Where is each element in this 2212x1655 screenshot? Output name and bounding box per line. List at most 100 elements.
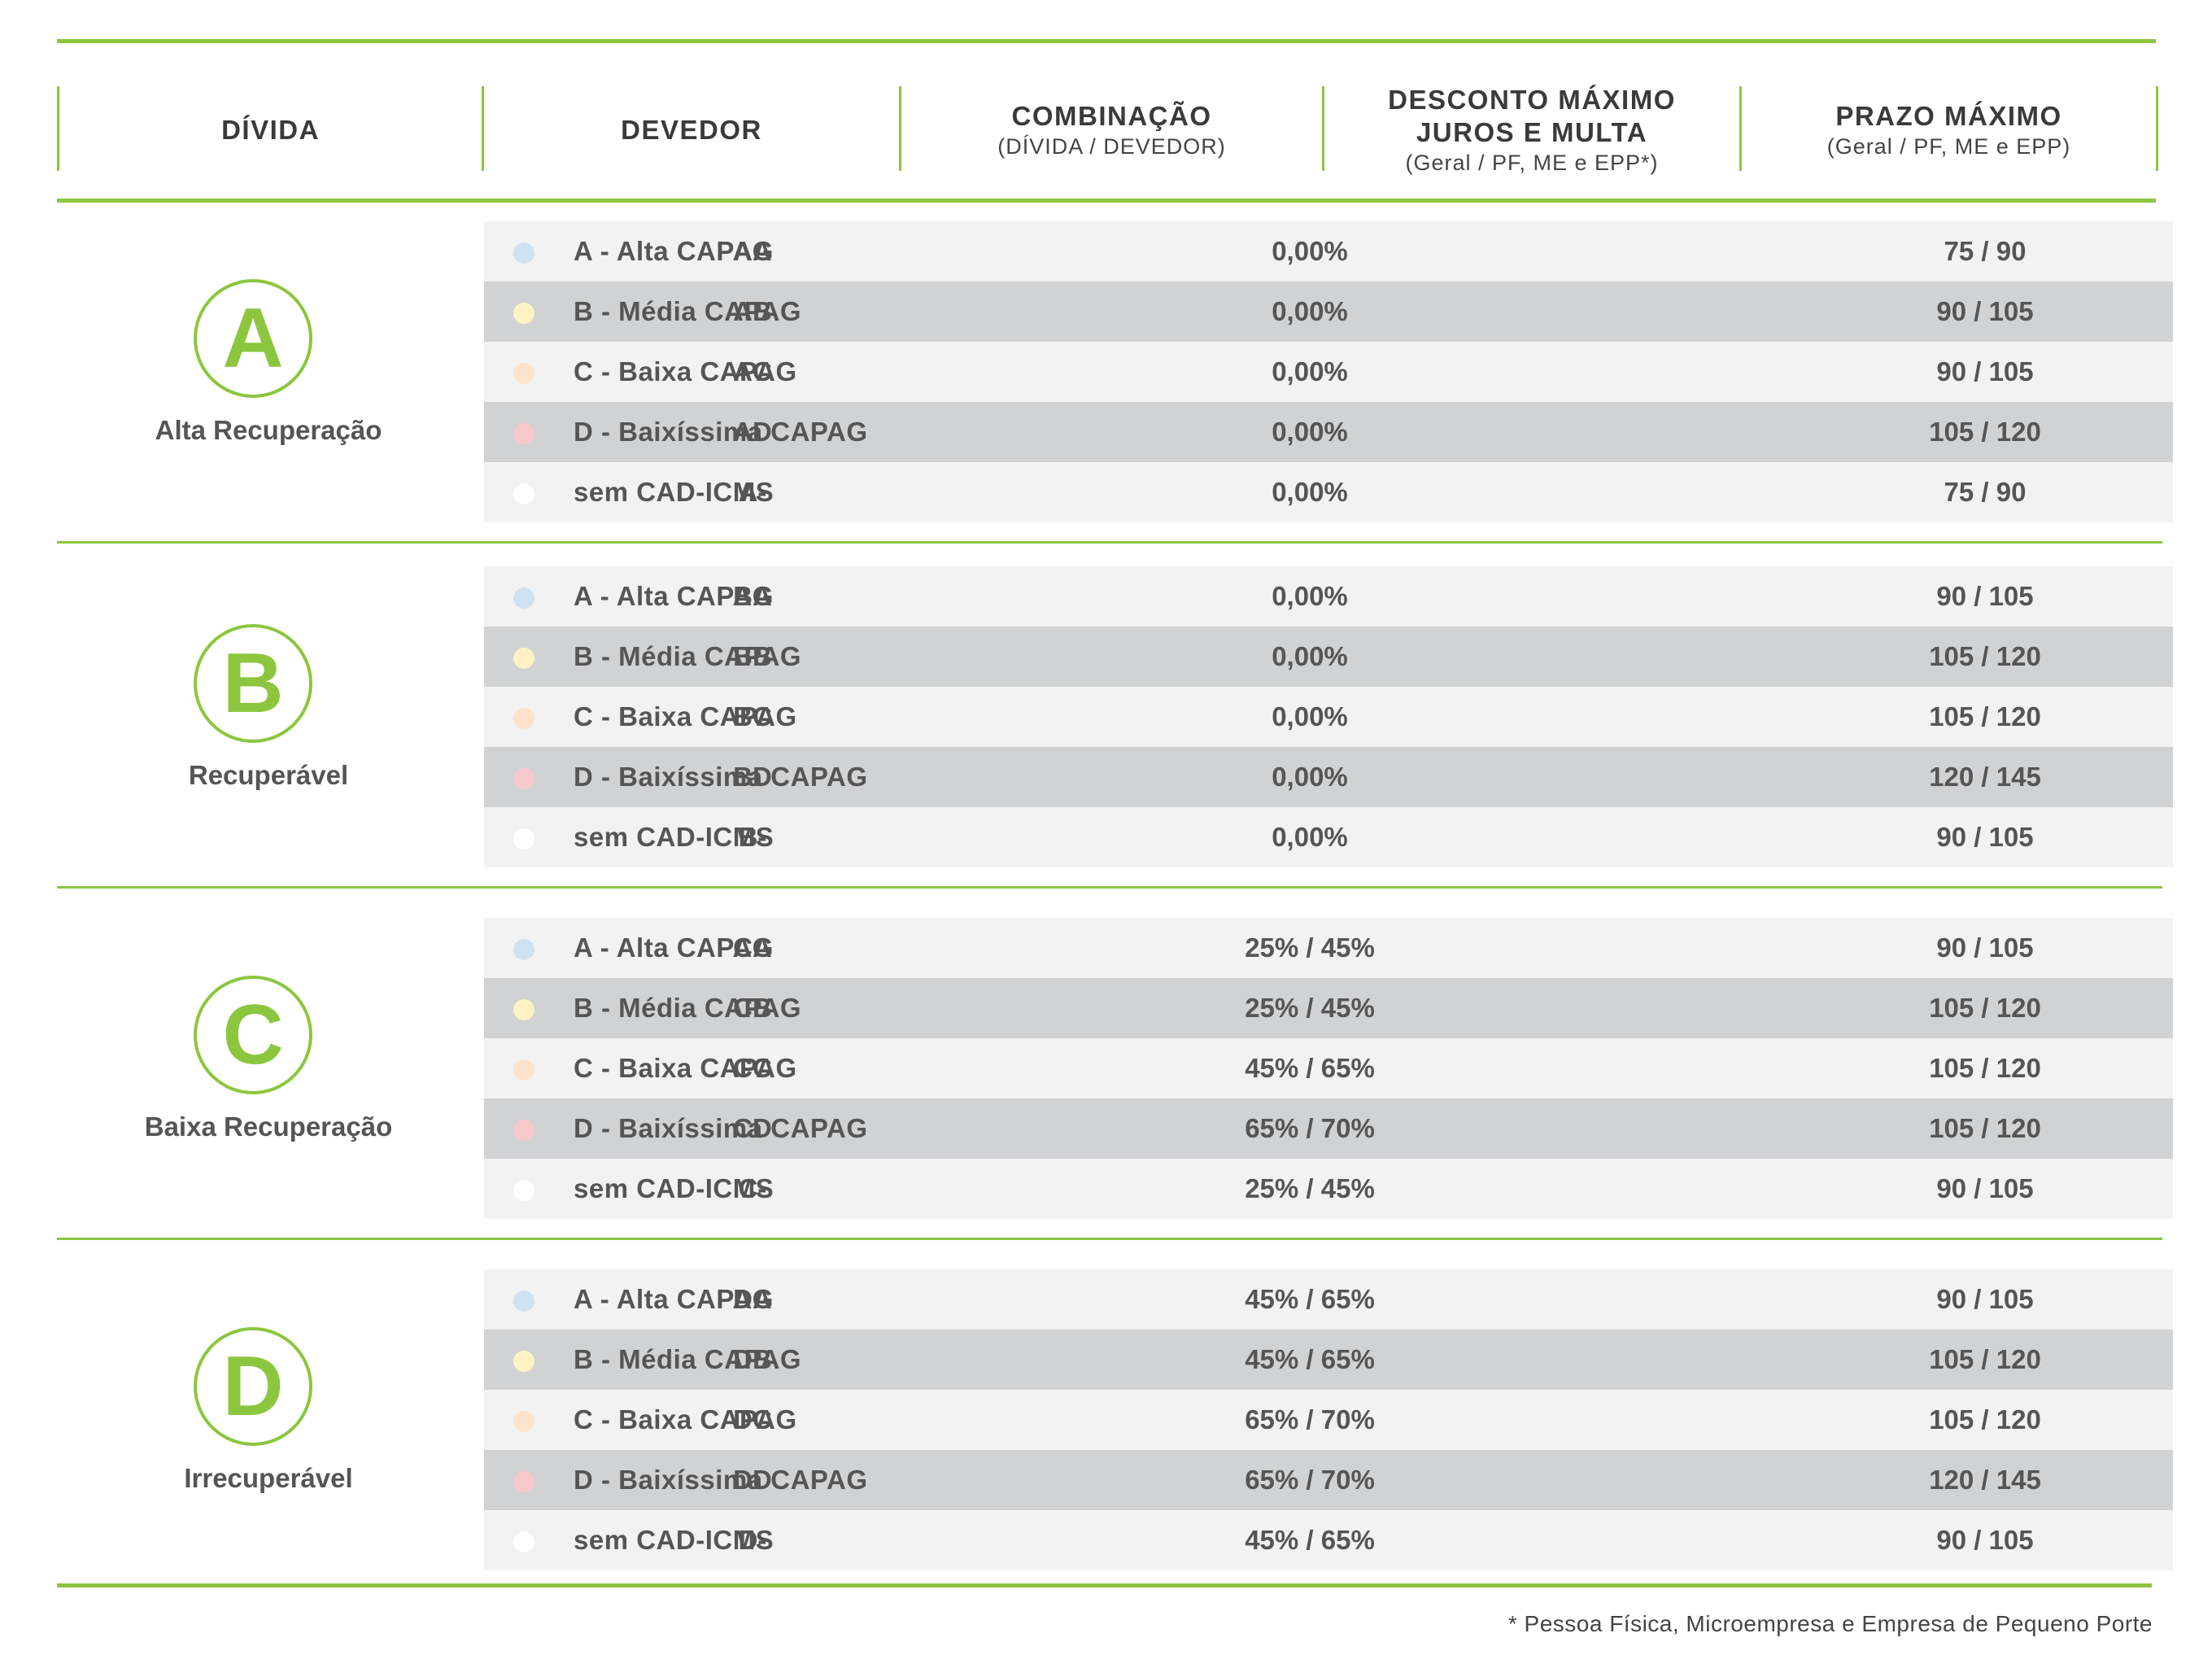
prazo-cell: 105 / 120 [1929, 993, 2041, 1023]
combinacao-cell: CD [733, 1113, 772, 1143]
header-prazo-sub: (Geral / PF, ME e EPP) [1826, 134, 2071, 159]
table-row: A - Alta CAPAG AA 0,00% 75 / 90 [484, 221, 2173, 282]
capag-dot-icon [513, 483, 534, 504]
prazo-cell: 120 / 145 [1929, 1465, 2041, 1495]
desconto-cell: 45% / 65% [1245, 1284, 1375, 1314]
header-divida-label: DÍVIDA [221, 115, 320, 145]
desconto-cell: 0,00% [1272, 641, 1348, 671]
header-prazo-label: PRAZO MÁXIMO [1835, 101, 2062, 131]
prazo-cell: 90 / 105 [1936, 1284, 2034, 1314]
table-row: A - Alta CAPAG CA 25% / 45% 90 / 105 [484, 918, 2173, 978]
table-row: D - Baixíssima CAPAG CD 65% / 70% 105 / 120 [484, 1098, 2173, 1159]
prazo-cell: 90 / 105 [1936, 822, 2034, 852]
combinacao-cell: AB [733, 296, 772, 326]
header-devedor: DEVEDOR [484, 90, 899, 171]
group-label: Recuperável [188, 760, 349, 790]
devedor-cell: C - Baixa CAPAG [574, 1053, 797, 1083]
table-row: sem CAD-ICMS A- 0,00% 75 / 90 [484, 462, 2173, 522]
capag-dot-icon [513, 648, 534, 669]
desconto-cell: 0,00% [1272, 762, 1348, 792]
group-letter-badge: B [194, 624, 312, 743]
prazo-cell: 90 / 105 [1936, 1173, 2034, 1203]
devedor-cell: B - Média CAPAG [574, 993, 802, 1023]
devedor-cell: C - Baixa CAPAG [574, 1404, 797, 1434]
combinacao-cell: AC [733, 356, 772, 386]
capag-dot-icon [513, 363, 534, 384]
desconto-cell: 0,00% [1272, 701, 1348, 731]
capag-dot-icon [513, 1531, 534, 1552]
combinacao-cell: CA [733, 932, 772, 963]
devedor-cell: B - Média CAPAG [574, 641, 802, 671]
devedor-cell: D - Baixíssima CAPAG [574, 417, 868, 447]
devedor-cell: A - Alta CAPAG [574, 932, 774, 963]
header-bottom-border [57, 199, 2156, 203]
group-letter-badge: C [194, 976, 312, 1094]
prazo-cell: 105 / 120 [1929, 417, 2041, 447]
header-combinacao-sub: (DÍVIDA / DEVEDOR) [997, 134, 1226, 159]
combinacao-cell: B- [738, 822, 767, 852]
combinacao-cell: BD [733, 762, 772, 792]
group-label: Baixa Recuperação [144, 1111, 393, 1142]
group-letter-badge: D [194, 1327, 312, 1446]
devedor-cell: D - Baixíssima CAPAG [574, 1465, 868, 1495]
devedor-cell: A - Alta CAPAG [574, 236, 774, 266]
table-row: sem CAD-ICMS C- 25% / 45% 90 / 105 [484, 1159, 2173, 1219]
capag-dot-icon [513, 303, 534, 324]
devedor-cell: C - Baixa CAPAG [574, 356, 797, 386]
capag-dot-icon [513, 423, 534, 444]
capag-dot-icon [513, 1120, 534, 1141]
capag-dot-icon [513, 708, 534, 729]
header-divider [899, 86, 901, 171]
desconto-cell: 0,00% [1272, 417, 1348, 447]
table-row: D - Baixíssima CAPAG DD 65% / 70% 120 / 145 [484, 1450, 2173, 1510]
header-desconto-line1: DESCONTO MÁXIMO [1388, 85, 1676, 115]
top-border [57, 39, 2156, 43]
desconto-cell: 45% / 65% [1245, 1344, 1375, 1374]
prazo-cell: 105 / 120 [1929, 1113, 2041, 1143]
devedor-cell: A - Alta CAPAG [574, 1284, 774, 1314]
group-separator [57, 1238, 2162, 1240]
desconto-cell: 25% / 45% [1245, 1173, 1375, 1203]
bottom-border [57, 1583, 2152, 1587]
header-divider [1322, 86, 1324, 171]
desconto-cell: 0,00% [1272, 477, 1348, 507]
footnote: * Pessoa Física, Microempresa e Empresa … [1507, 1611, 2153, 1636]
combinacao-cell: AD [733, 417, 772, 447]
desconto-cell: 0,00% [1272, 296, 1348, 326]
group-label: Alta Recuperação [155, 415, 382, 445]
desconto-cell: 0,00% [1272, 356, 1348, 386]
devedor-cell: sem CAD-ICMS [574, 1525, 774, 1555]
combinacao-cell: DD [733, 1465, 772, 1495]
desconto-cell: 25% / 45% [1245, 932, 1375, 963]
prazo-cell: 105 / 120 [1929, 1404, 2041, 1434]
header-devedor-label: DEVEDOR [621, 115, 762, 145]
combinacao-cell: CB [733, 993, 772, 1023]
header-divider [482, 86, 484, 171]
devedor-cell: sem CAD-ICMS [574, 1173, 774, 1203]
capag-dot-icon [513, 1290, 534, 1312]
prazo-cell: 90 / 105 [1936, 932, 2034, 963]
table-row: sem CAD-ICMS B- 0,00% 90 / 105 [484, 807, 2173, 867]
prazo-cell: 90 / 105 [1936, 356, 2034, 386]
capag-dot-icon [513, 587, 534, 609]
capag-dot-icon [513, 1471, 534, 1492]
combinacao-cell: C- [738, 1173, 767, 1203]
devedor-cell: sem CAD-ICMS [574, 477, 774, 507]
group-letter-badge: A [194, 279, 312, 398]
capag-dot-icon [513, 828, 534, 849]
desconto-cell: 0,00% [1272, 822, 1348, 852]
capag-dot-icon [513, 999, 534, 1020]
table-row: B - Média CAPAG BB 0,00% 105 / 120 [484, 627, 2173, 687]
prazo-cell: 75 / 90 [1944, 477, 2027, 507]
table-row: C - Baixa CAPAG CC 45% / 65% 105 / 120 [484, 1038, 2173, 1098]
header-divider [2156, 86, 2158, 171]
combinacao-cell: DC [733, 1404, 772, 1434]
desconto-cell: 45% / 65% [1245, 1053, 1375, 1083]
desconto-cell: 0,00% [1272, 236, 1348, 266]
header-prazo: PRAZO MÁXIMO (Geral / PF, ME e EPP) [1742, 90, 2156, 171]
prazo-cell: 105 / 120 [1929, 1344, 2041, 1374]
group-label: Irrecuperável [184, 1463, 353, 1493]
capag-dot-icon [513, 242, 534, 264]
table-row: C - Baixa CAPAG BC 0,00% 105 / 120 [484, 687, 2173, 747]
prazo-cell: 75 / 90 [1944, 236, 2027, 266]
